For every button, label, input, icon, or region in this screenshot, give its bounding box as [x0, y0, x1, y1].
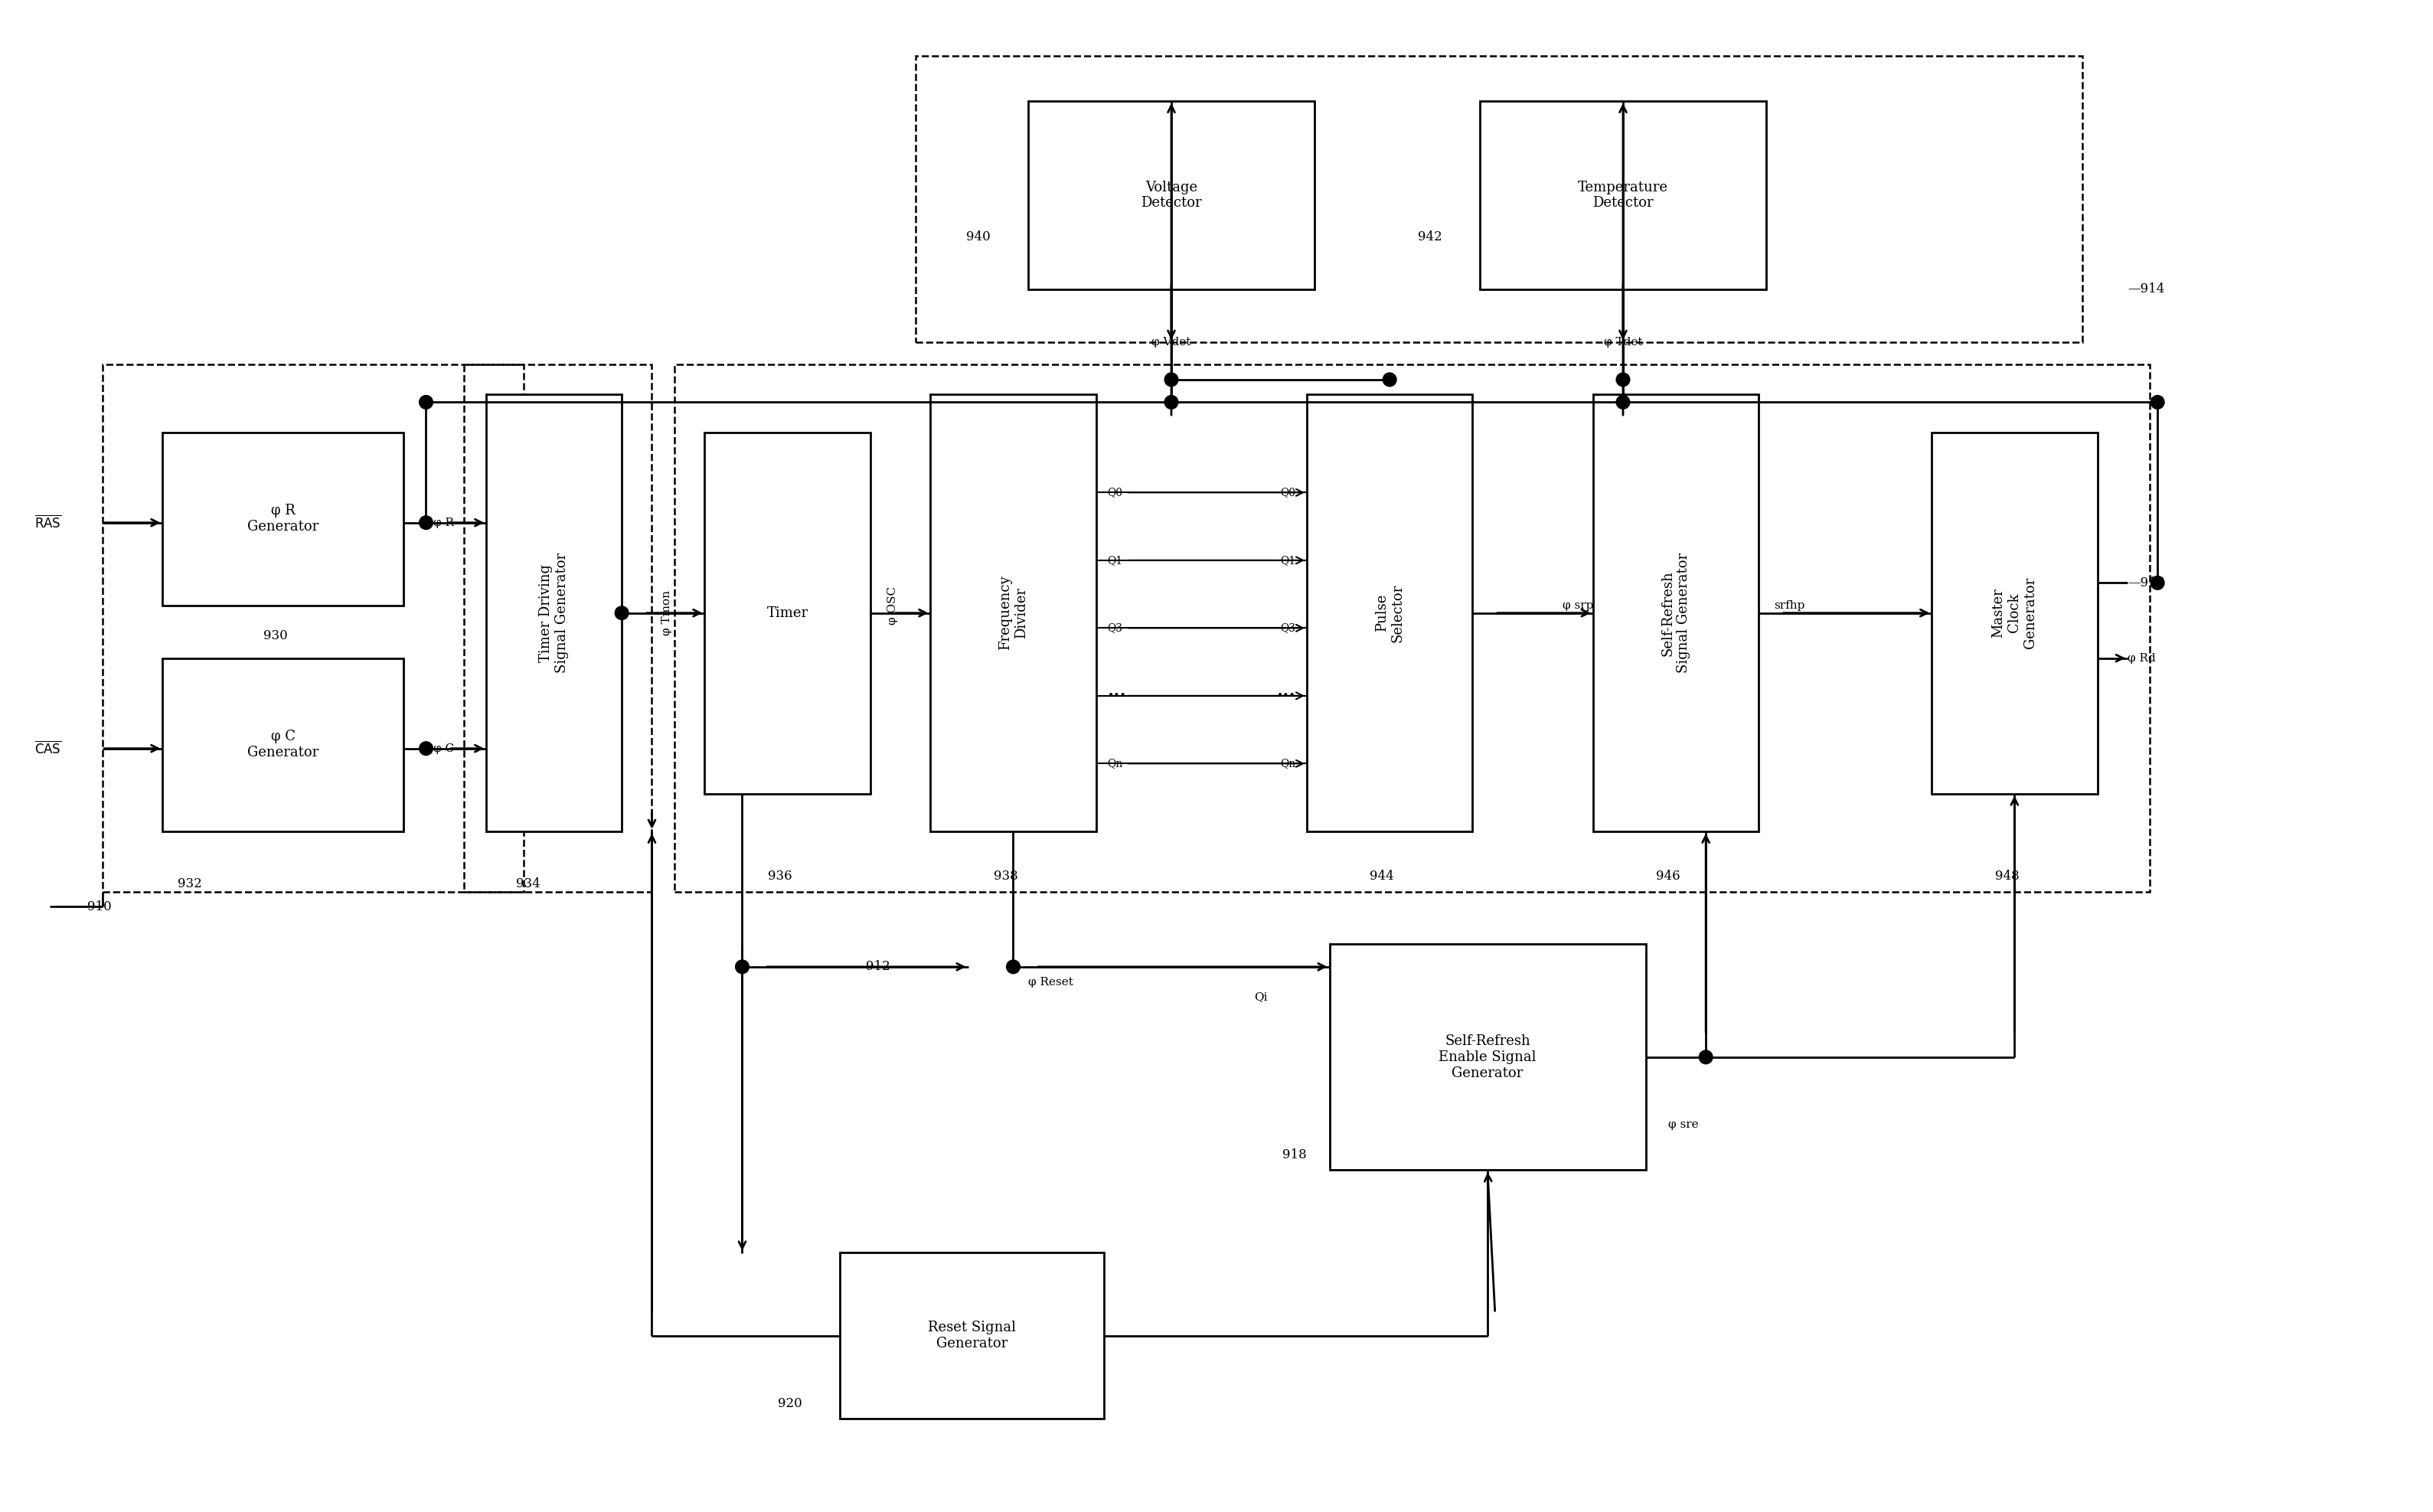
- Bar: [1594, 395, 1759, 832]
- Text: φ OSC: φ OSC: [888, 587, 898, 624]
- Text: 918: 918: [1282, 1149, 1307, 1161]
- Text: φ Reset: φ Reset: [1029, 977, 1073, 987]
- Text: φ srp: φ srp: [1562, 600, 1594, 611]
- Bar: [1029, 101, 1314, 289]
- Text: Pulse
Selector: Pulse Selector: [1375, 584, 1404, 643]
- Text: —914: —914: [2126, 283, 2165, 296]
- Text: 942: 942: [1418, 230, 1443, 243]
- Text: φ C
Generator: φ C Generator: [248, 730, 319, 759]
- Text: Q0: Q0: [1107, 487, 1122, 497]
- Bar: [487, 395, 623, 832]
- Text: 932: 932: [178, 877, 202, 891]
- Bar: [706, 432, 871, 794]
- Text: •••: •••: [1277, 691, 1294, 702]
- Circle shape: [1616, 396, 1630, 408]
- Text: Frequency
Divider: Frequency Divider: [998, 576, 1029, 650]
- Bar: [674, 364, 2151, 892]
- Text: srfhp: srfhp: [1774, 600, 1805, 611]
- Text: φ C: φ C: [433, 742, 455, 754]
- Circle shape: [735, 960, 749, 974]
- Text: Q0: Q0: [1280, 487, 1294, 497]
- Text: Timer Driving
Signal Generator: Timer Driving Signal Generator: [540, 553, 569, 673]
- Text: 936: 936: [769, 869, 793, 883]
- Bar: [102, 364, 523, 892]
- Bar: [1307, 395, 1472, 832]
- Circle shape: [418, 742, 433, 756]
- Circle shape: [1165, 396, 1178, 408]
- Text: 934: 934: [516, 877, 540, 891]
- Text: φ R: φ R: [433, 517, 455, 528]
- Text: Q3: Q3: [1280, 623, 1294, 634]
- Text: Temperature
Detector: Temperature Detector: [1579, 180, 1669, 210]
- Text: φ Vdet: φ Vdet: [1151, 337, 1192, 348]
- Circle shape: [418, 396, 433, 408]
- Circle shape: [1616, 373, 1630, 387]
- Text: φ Rd: φ Rd: [2126, 653, 2156, 664]
- Text: 946: 946: [1657, 869, 1681, 883]
- Text: 948: 948: [1995, 869, 2019, 883]
- Bar: [1479, 101, 1766, 289]
- Text: Q1: Q1: [1107, 555, 1122, 565]
- Circle shape: [1698, 1051, 1713, 1064]
- Bar: [163, 658, 404, 832]
- Text: φ R
Generator: φ R Generator: [248, 503, 319, 534]
- Circle shape: [1007, 960, 1019, 974]
- Text: 940: 940: [966, 230, 990, 243]
- Bar: [839, 1253, 1105, 1418]
- Bar: [1932, 432, 2097, 794]
- Text: $\overline{\rm CAS}$: $\overline{\rm CAS}$: [34, 741, 61, 756]
- Circle shape: [418, 516, 433, 529]
- Text: $\overline{\rm RAS}$: $\overline{\rm RAS}$: [34, 514, 61, 531]
- Text: φ sre: φ sre: [1669, 1119, 1698, 1131]
- Text: Voltage
Detector: Voltage Detector: [1141, 180, 1202, 210]
- Text: 930: 930: [263, 629, 287, 643]
- Text: 912: 912: [866, 960, 890, 974]
- Text: Self-Refresh
Enable Signal
Generator: Self-Refresh Enable Signal Generator: [1438, 1034, 1535, 1080]
- Text: Timer: Timer: [766, 606, 808, 620]
- Circle shape: [1165, 373, 1178, 387]
- Text: φ Tmon: φ Tmon: [662, 590, 672, 635]
- Bar: [915, 56, 2083, 342]
- Text: Reset Signal
Generator: Reset Signal Generator: [927, 1321, 1017, 1350]
- Bar: [163, 432, 404, 605]
- Text: Qn: Qn: [1107, 758, 1124, 770]
- Circle shape: [2151, 396, 2165, 408]
- Text: Q3: Q3: [1107, 623, 1122, 634]
- Bar: [929, 395, 1095, 832]
- Circle shape: [1382, 373, 1397, 387]
- Circle shape: [616, 606, 628, 620]
- Bar: [1328, 943, 1645, 1170]
- Text: Q1: Q1: [1280, 555, 1294, 565]
- Text: φ Tdet: φ Tdet: [1603, 337, 1642, 348]
- Text: 938: 938: [993, 869, 1017, 883]
- Circle shape: [2151, 576, 2165, 590]
- Text: Qi: Qi: [1253, 992, 1268, 1002]
- Bar: [465, 364, 652, 892]
- Text: •••: •••: [1107, 691, 1126, 702]
- Text: —916: —916: [2126, 576, 2165, 590]
- Text: Self-Refresh
Signal Generator: Self-Refresh Signal Generator: [1662, 553, 1691, 673]
- Text: 944: 944: [1370, 869, 1394, 883]
- Text: 910: 910: [88, 900, 112, 913]
- Text: Qn: Qn: [1280, 758, 1294, 770]
- Text: Master
Clock
Generator: Master Clock Generator: [1993, 578, 2036, 649]
- Text: 920: 920: [779, 1397, 803, 1409]
